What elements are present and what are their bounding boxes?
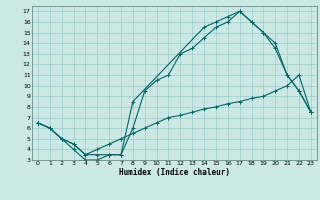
X-axis label: Humidex (Indice chaleur): Humidex (Indice chaleur) <box>119 168 230 177</box>
